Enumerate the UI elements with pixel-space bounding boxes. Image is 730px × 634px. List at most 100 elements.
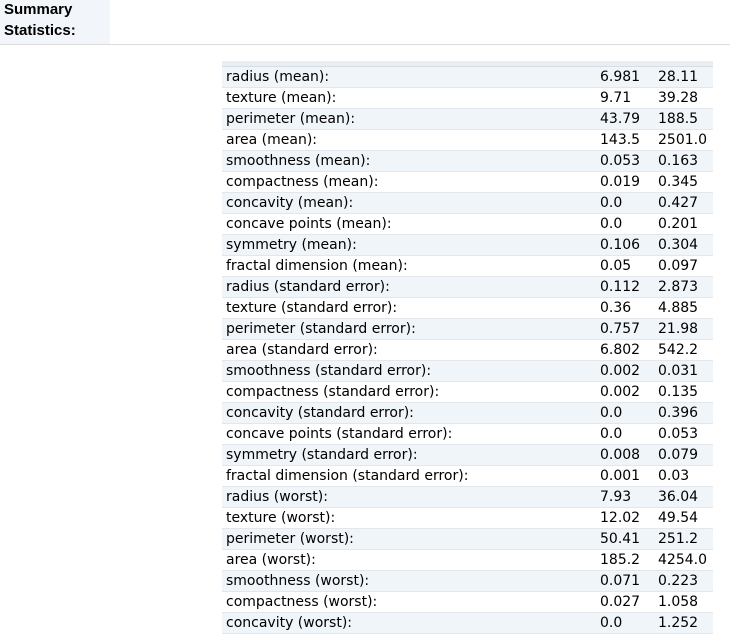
table-row: radius (mean): 6.981 28.11 bbox=[222, 66, 713, 88]
min-cell: 0.0 bbox=[596, 192, 654, 214]
feature-cell: compactness (standard error): bbox=[222, 381, 596, 403]
min-cell: 0.05 bbox=[596, 255, 654, 277]
feature-cell: perimeter (mean): bbox=[222, 108, 596, 130]
table-row: area (standard error): 6.802 542.2 bbox=[222, 339, 713, 361]
feature-cell: fractal dimension (mean): bbox=[222, 255, 596, 277]
max-cell: 0.135 bbox=[654, 381, 713, 403]
feature-cell: concavity (mean): bbox=[222, 192, 596, 214]
section-title-line1: Summary bbox=[4, 1, 73, 18]
max-cell: 542.2 bbox=[654, 339, 713, 361]
table-row: symmetry (standard error): 0.008 0.079 bbox=[222, 444, 713, 466]
feature-cell: smoothness (mean): bbox=[222, 150, 596, 172]
min-cell: 143.5 bbox=[596, 129, 654, 151]
feature-cell: smoothness (worst): bbox=[222, 570, 596, 592]
feature-cell: compactness (mean): bbox=[222, 171, 596, 193]
section-title-line2: Statistics: bbox=[4, 22, 76, 39]
table-row: texture (standard error): 0.36 4.885 bbox=[222, 297, 713, 319]
min-cell: 50.41 bbox=[596, 528, 654, 550]
min-cell: 0.36 bbox=[596, 297, 654, 319]
max-cell: 0.031 bbox=[654, 360, 713, 382]
feature-cell: concavity (worst): bbox=[222, 612, 596, 634]
table-row: concavity (standard error): 0.0 0.396 bbox=[222, 402, 713, 424]
feature-cell: texture (standard error): bbox=[222, 297, 596, 319]
min-cell: 43.79 bbox=[596, 108, 654, 130]
min-cell: 6.981 bbox=[596, 66, 654, 88]
max-cell: 28.11 bbox=[654, 66, 713, 88]
feature-cell: radius (mean): bbox=[222, 66, 596, 88]
feature-cell: symmetry (standard error): bbox=[222, 444, 596, 466]
feature-cell: texture (worst): bbox=[222, 507, 596, 529]
feature-cell: fractal dimension (standard error): bbox=[222, 465, 596, 487]
max-cell: 0.345 bbox=[654, 171, 713, 193]
max-cell: 39.28 bbox=[654, 87, 713, 109]
min-cell: 0.019 bbox=[596, 171, 654, 193]
table-row: radius (standard error): 0.112 2.873 bbox=[222, 276, 713, 298]
max-cell: 188.5 bbox=[654, 108, 713, 130]
table-row: smoothness (standard error): 0.002 0.031 bbox=[222, 360, 713, 382]
min-cell: 7.93 bbox=[596, 486, 654, 508]
feature-cell: concave points (standard error): bbox=[222, 423, 596, 445]
feature-cell: radius (standard error): bbox=[222, 276, 596, 298]
table-row: concavity (mean): 0.0 0.427 bbox=[222, 192, 713, 214]
max-cell: 0.396 bbox=[654, 402, 713, 424]
max-cell: 0.03 bbox=[654, 465, 713, 487]
feature-cell: smoothness (standard error): bbox=[222, 360, 596, 382]
min-cell: 0.0 bbox=[596, 423, 654, 445]
max-cell: 0.427 bbox=[654, 192, 713, 214]
feature-cell: concavity (standard error): bbox=[222, 402, 596, 424]
table-row: smoothness (worst): 0.071 0.223 bbox=[222, 570, 713, 592]
table-row: symmetry (mean): 0.106 0.304 bbox=[222, 234, 713, 256]
feature-cell: perimeter (worst): bbox=[222, 528, 596, 550]
divider bbox=[0, 44, 730, 45]
table-row: concavity (worst): 0.0 1.252 bbox=[222, 612, 713, 634]
max-cell: 1.252 bbox=[654, 612, 713, 634]
min-cell: 0.0 bbox=[596, 612, 654, 634]
max-cell: 4254.0 bbox=[654, 549, 713, 571]
min-cell: 0.008 bbox=[596, 444, 654, 466]
table-row: texture (mean): 9.71 39.28 bbox=[222, 87, 713, 109]
table-row: perimeter (mean): 43.79 188.5 bbox=[222, 108, 713, 130]
max-cell: 0.053 bbox=[654, 423, 713, 445]
min-cell: 9.71 bbox=[596, 87, 654, 109]
max-cell: 0.304 bbox=[654, 234, 713, 256]
min-cell: 0.071 bbox=[596, 570, 654, 592]
min-cell: 0.106 bbox=[596, 234, 654, 256]
min-cell: 0.0 bbox=[596, 402, 654, 424]
min-cell: 0.002 bbox=[596, 360, 654, 382]
min-cell: 0.112 bbox=[596, 276, 654, 298]
min-cell: 185.2 bbox=[596, 549, 654, 571]
max-cell: 1.058 bbox=[654, 591, 713, 613]
min-cell: 12.02 bbox=[596, 507, 654, 529]
section-title: Summary Statistics: bbox=[0, 0, 110, 44]
feature-cell: perimeter (standard error): bbox=[222, 318, 596, 340]
feature-cell: texture (mean): bbox=[222, 87, 596, 109]
table-row: perimeter (worst): 50.41 251.2 bbox=[222, 528, 713, 550]
min-cell: 0.001 bbox=[596, 465, 654, 487]
max-cell: 0.163 bbox=[654, 150, 713, 172]
max-cell: 4.885 bbox=[654, 297, 713, 319]
max-cell: 36.04 bbox=[654, 486, 713, 508]
min-cell: 0.0 bbox=[596, 213, 654, 235]
table-row: fractal dimension (mean): 0.05 0.097 bbox=[222, 255, 713, 277]
table-header bbox=[222, 61, 713, 67]
max-cell: 2.873 bbox=[654, 276, 713, 298]
feature-cell: symmetry (mean): bbox=[222, 234, 596, 256]
max-cell: 49.54 bbox=[654, 507, 713, 529]
feature-cell: area (standard error): bbox=[222, 339, 596, 361]
max-cell: 0.223 bbox=[654, 570, 713, 592]
table-row: perimeter (standard error): 0.757 21.98 bbox=[222, 318, 713, 340]
min-cell: 0.757 bbox=[596, 318, 654, 340]
table-row: area (mean): 143.5 2501.0 bbox=[222, 129, 713, 151]
table-row: compactness (worst): 0.027 1.058 bbox=[222, 591, 713, 613]
summary-statistics-table: radius (mean): 6.981 28.11 texture (mean): 9… bbox=[222, 61, 713, 634]
table-row: smoothness (mean): 0.053 0.163 bbox=[222, 150, 713, 172]
feature-cell: radius (worst): bbox=[222, 486, 596, 508]
min-cell: 0.053 bbox=[596, 150, 654, 172]
table-row: area (worst): 185.2 4254.0 bbox=[222, 549, 713, 571]
table-row: concave points (mean): 0.0 0.201 bbox=[222, 213, 713, 235]
max-cell: 0.097 bbox=[654, 255, 713, 277]
table-row: texture (worst): 12.02 49.54 bbox=[222, 507, 713, 529]
min-cell: 6.802 bbox=[596, 339, 654, 361]
table-row: fractal dimension (standard error): 0.001… bbox=[222, 465, 713, 487]
feature-cell: concave points (mean): bbox=[222, 213, 596, 235]
